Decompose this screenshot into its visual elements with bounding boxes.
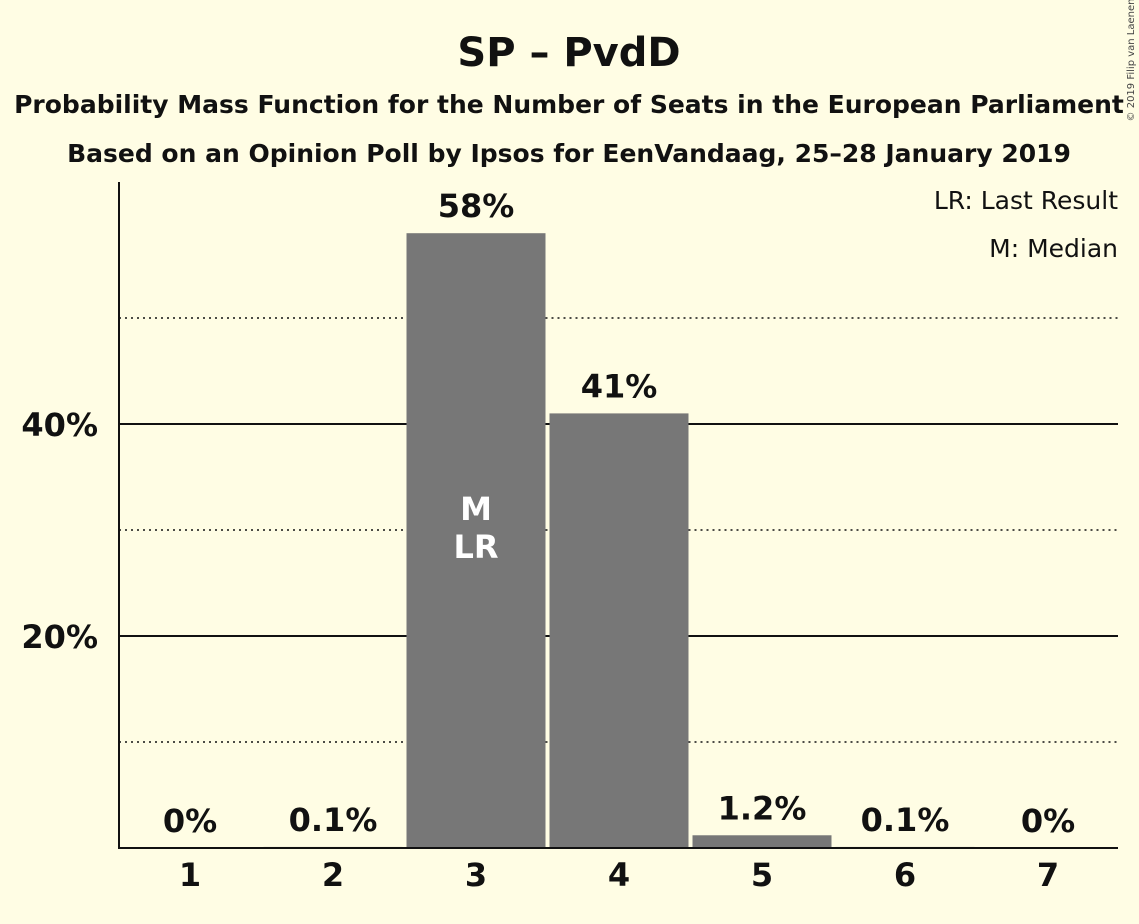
value-label-5: 1.2% (718, 789, 807, 827)
chart-subtitle-2: Based on an Opinion Poll by Ipsos for Ee… (67, 139, 1071, 168)
bar-5 (692, 835, 832, 848)
y-tick-label: 20% (21, 618, 98, 656)
chart-title: SP – PvdD (457, 30, 680, 76)
value-label-7: 0% (1021, 802, 1075, 840)
bars (263, 233, 975, 848)
value-label-6: 0.1% (861, 801, 950, 839)
bar-3 (406, 233, 546, 848)
x-tick-label-5: 5 (751, 856, 773, 894)
x-tick-label-1: 1 (179, 856, 201, 894)
x-tick-label-3: 3 (465, 856, 487, 894)
y-tick-label: 40% (21, 406, 98, 444)
legend-last-result: LR: Last Result (934, 186, 1118, 215)
copyright-notice: © 2019 Filip van Laenen (1126, 0, 1137, 121)
value-labels: 0% 0.1% 58% MLR 41% 1.2% 0.1% 0% (163, 187, 1075, 840)
gridlines (119, 317, 1118, 743)
bar-4 (549, 413, 689, 848)
last-result-marker: LR (453, 528, 498, 566)
x-tick-label-7: 7 (1037, 856, 1059, 894)
x-tick-label-4: 4 (608, 856, 630, 894)
value-label-3: 58% (438, 187, 515, 225)
x-tick-label-2: 2 (322, 856, 344, 894)
chart-subtitle-1: Probability Mass Function for the Number… (14, 90, 1124, 119)
x-tick-label-6: 6 (894, 856, 916, 894)
value-label-4: 41% (581, 367, 658, 405)
x-tick-labels: 1 2 3 4 5 6 7 (179, 856, 1059, 894)
median-marker: M (460, 490, 492, 528)
legend-median: M: Median (989, 234, 1118, 263)
y-tick-labels: 20% 40% (21, 406, 98, 656)
value-label-1: 0% (163, 802, 217, 840)
value-label-2: 0.1% (289, 801, 378, 839)
